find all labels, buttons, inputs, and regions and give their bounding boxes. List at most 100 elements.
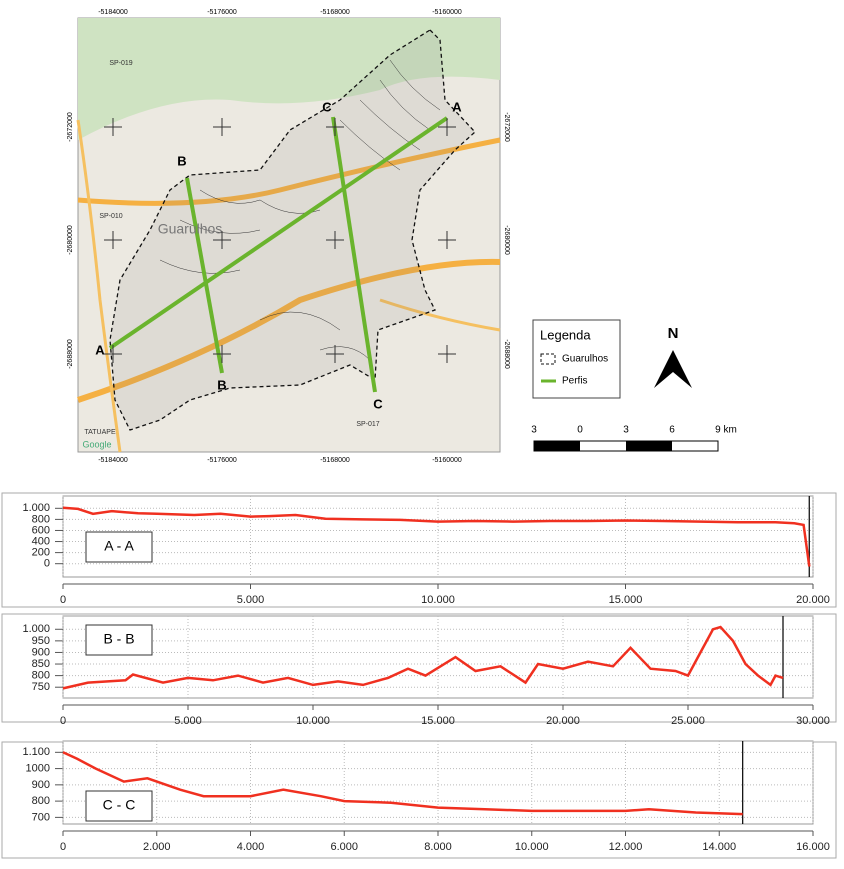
grid-crosses: [104, 118, 456, 363]
y-tick-label: 800: [32, 670, 50, 682]
x-tick-label: 10.000: [296, 715, 330, 727]
map-coord-label: -2680000: [503, 225, 510, 255]
y-tick-label: 1.000: [22, 502, 50, 514]
profile-line: [62, 506, 811, 567]
place-label: TATUAPE: [84, 429, 116, 436]
y-tick-label: 1.100: [22, 746, 50, 758]
y-tick-label: 750: [32, 681, 50, 693]
x-tick-label: 8.000: [424, 841, 452, 853]
title-box: [85, 531, 153, 563]
north-arrow: [654, 350, 692, 388]
y-tick-label: 700: [32, 811, 50, 823]
y-tick-label: 800: [32, 513, 50, 525]
map-coord-label: -2680000: [67, 225, 74, 255]
map-coord-label: -2672000: [67, 112, 74, 142]
x-tick-label: 0: [60, 715, 66, 727]
y-tick-label: 800: [32, 795, 50, 807]
profile-line: [108, 116, 449, 350]
map-coord-label: -5160000: [432, 457, 462, 464]
place-label: Google: [82, 439, 111, 449]
legend-label: Guarulhos: [562, 354, 608, 365]
road: [379, 298, 501, 332]
forest-area: [78, 18, 500, 140]
legend-label: Perfis: [562, 376, 588, 387]
y-tick-label: 900: [32, 779, 50, 791]
north-label: N: [668, 325, 679, 342]
x-tick-label: 5.000: [237, 594, 265, 606]
legend-swatch: [540, 353, 556, 365]
road: [77, 137, 501, 206]
contours: [159, 59, 441, 361]
profile-line: [62, 625, 784, 690]
y-tick-label: 1.000: [22, 623, 50, 635]
map-coord-label: -2672000: [503, 112, 510, 142]
scale-label: 0: [577, 425, 583, 436]
map-coord-label: -5176000: [207, 457, 237, 464]
profile-label: A: [452, 99, 462, 114]
y-tick-label: 850: [32, 658, 50, 670]
place-label: SP-010: [99, 213, 122, 220]
title-box: [85, 790, 153, 822]
scale-label: 3: [623, 425, 629, 436]
x-tick-label: 0: [60, 594, 66, 606]
map-coord-label: -5184000: [98, 9, 128, 16]
road: [77, 258, 501, 403]
x-tick-label: 14.000: [702, 841, 736, 853]
x-tick-label: 0: [60, 841, 66, 853]
profile-label: B: [217, 377, 226, 392]
legend-box: [532, 319, 621, 399]
map-coord-label: -5184000: [98, 457, 128, 464]
map-coord-label: -5176000: [207, 9, 237, 16]
x-tick-label: 5.000: [174, 715, 202, 727]
scale-label: 6: [669, 425, 675, 436]
chart-title: A - A: [104, 538, 134, 554]
profile-label: A: [95, 342, 105, 357]
map-coord-label: -2688000: [67, 339, 74, 369]
chart-title: C - C: [103, 797, 136, 813]
place-label: SP-019: [109, 60, 132, 67]
x-tick-label: 10.000: [421, 594, 455, 606]
x-tick-label: 4.000: [237, 841, 265, 853]
x-tick-label: 25.000: [671, 715, 705, 727]
x-tick-label: 12.000: [609, 841, 643, 853]
y-tick-label: 1000: [26, 762, 50, 774]
profile-label: B: [177, 153, 186, 168]
x-tick-label: 10.000: [515, 841, 549, 853]
y-tick-label: 600: [32, 524, 50, 536]
profile-line: [331, 116, 377, 393]
y-tick-label: 950: [32, 635, 50, 647]
title-box: [85, 624, 153, 656]
boundary: [109, 29, 476, 431]
profile-label: C: [373, 396, 383, 411]
map-coord-label: -5168000: [320, 457, 350, 464]
profile-line: [62, 751, 743, 816]
x-tick-label: 30.000: [796, 715, 830, 727]
scale-label: 3: [531, 425, 537, 436]
y-tick-label: 400: [32, 535, 50, 547]
place-label: Guarulhos: [158, 221, 223, 237]
x-tick-label: 15.000: [609, 594, 643, 606]
y-tick-label: 0: [44, 558, 50, 570]
y-tick-label: 900: [32, 646, 50, 658]
x-tick-label: 20.000: [546, 715, 580, 727]
x-tick-label: 6.000: [330, 841, 358, 853]
x-tick-label: 15.000: [421, 715, 455, 727]
legend-title: Legenda: [540, 327, 591, 342]
scale-bar: [533, 440, 719, 452]
map: A A B B C C Guarulhos SP-019 SP-010 SP-0…: [76, 17, 501, 453]
x-tick-label: 2.000: [143, 841, 171, 853]
scale-label: 9 km: [715, 425, 737, 436]
profile-line: [185, 177, 224, 374]
place-label: SP-017: [356, 421, 379, 428]
profile-label: C: [322, 99, 332, 114]
chart-title: B - B: [103, 631, 134, 647]
road: [76, 119, 122, 453]
map-coord-label: -5168000: [320, 9, 350, 16]
y-tick-label: 200: [32, 547, 50, 559]
x-tick-label: 20.000: [796, 594, 830, 606]
map-coord-label: -2688000: [503, 339, 510, 369]
map-coord-label: -5160000: [432, 9, 462, 16]
x-tick-label: 16.000: [796, 841, 830, 853]
